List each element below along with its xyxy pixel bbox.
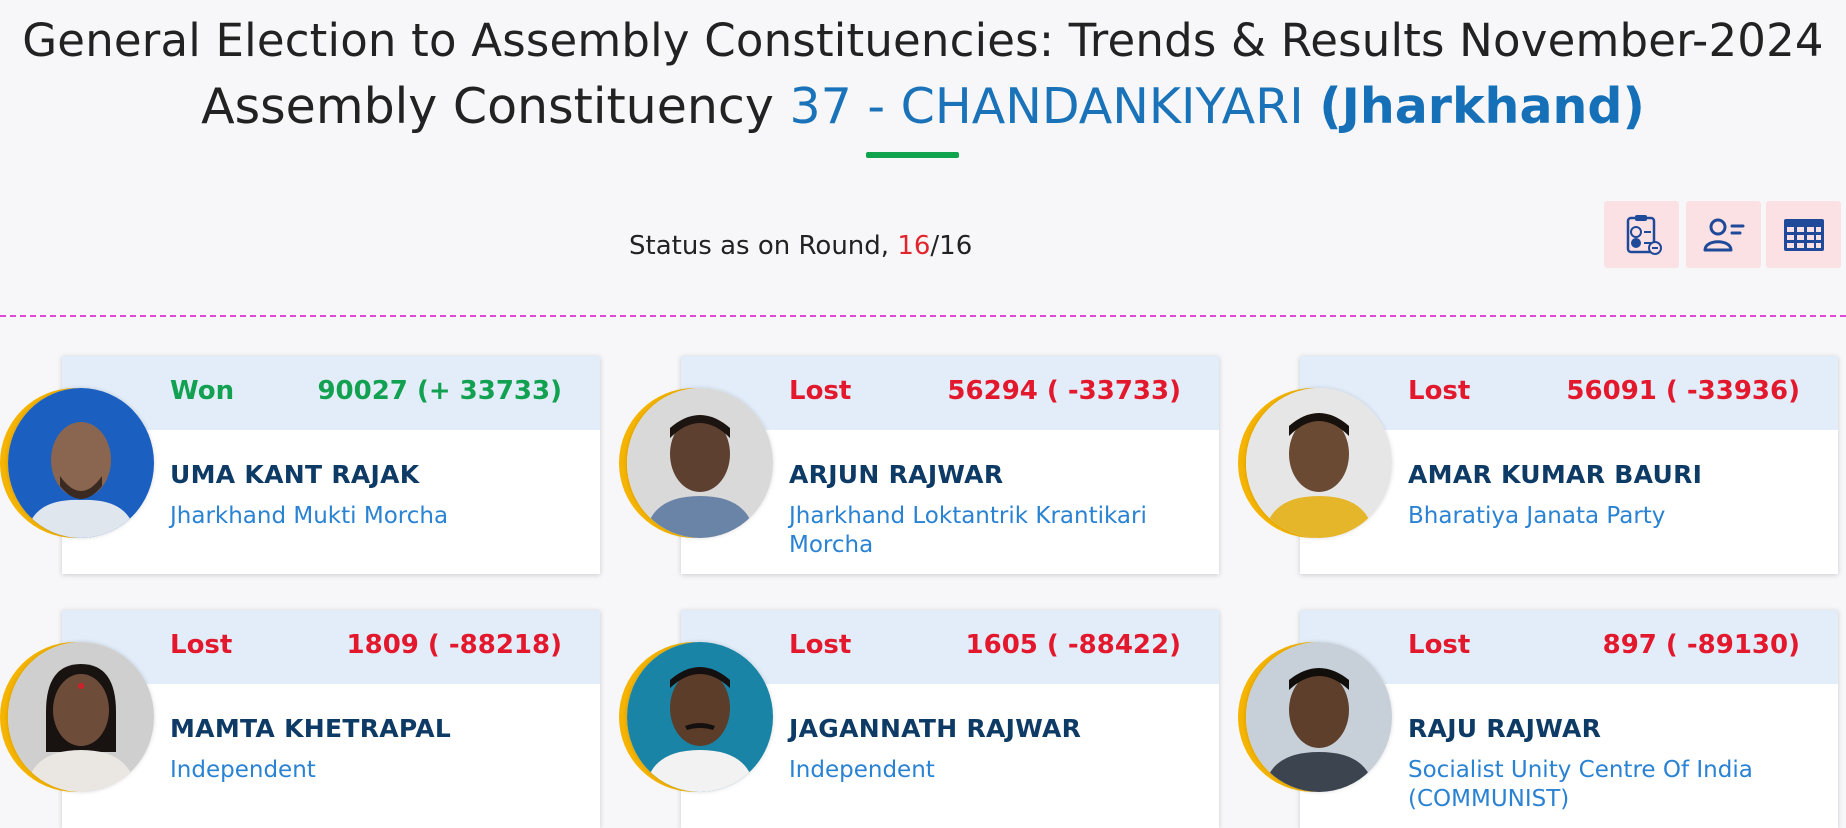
round-status: Status as on Round, 16/16 bbox=[629, 231, 972, 261]
card-header bbox=[62, 610, 600, 684]
party-name: Independent bbox=[170, 757, 316, 783]
state-name: (Jharkhand) bbox=[1319, 78, 1645, 135]
page-title: General Election to Assembly Constituenc… bbox=[22, 14, 1824, 67]
card-header bbox=[62, 356, 600, 430]
candidate-card[interactable]: Lost 1605 ( -88422) JAGANNATH RAJWAR Ind… bbox=[619, 610, 1219, 828]
candidate-list-icon bbox=[1703, 218, 1744, 251]
candidate-card[interactable]: Lost 1809 ( -88218) MAMTA KHETRAPAL Inde… bbox=[0, 610, 600, 828]
table-view-button[interactable] bbox=[1766, 201, 1841, 268]
avatar bbox=[8, 388, 154, 538]
avatar bbox=[1246, 642, 1392, 792]
total-rounds: 16 bbox=[939, 231, 973, 261]
party-name: Jharkhand Mukti Morcha bbox=[170, 503, 449, 529]
vote-count: 1809 ( -88218) bbox=[346, 630, 562, 660]
report-button[interactable] bbox=[1604, 201, 1679, 268]
party-name: Independent bbox=[789, 757, 935, 783]
vote-count: 90027 (+ 33733) bbox=[317, 376, 562, 406]
party-name: Socialist Unity Centre Of India (COMMUNI… bbox=[1408, 757, 1753, 812]
result-status: Lost bbox=[170, 630, 233, 660]
card-header bbox=[681, 356, 1219, 430]
card-header bbox=[1300, 356, 1838, 430]
vote-count: 1605 ( -88422) bbox=[965, 630, 1181, 660]
avatar bbox=[1246, 388, 1392, 538]
result-status: Lost bbox=[789, 630, 852, 660]
avatar bbox=[8, 642, 154, 792]
constituency-name: 37 - CHANDANKIYARI bbox=[789, 78, 1304, 135]
candidate-photo bbox=[619, 388, 773, 538]
candidate-name: JAGANNATH RAJWAR bbox=[789, 714, 1082, 743]
vote-count: 56294 ( -33733) bbox=[947, 376, 1181, 406]
vote-count: 897 ( -89130) bbox=[1602, 630, 1800, 660]
current-round: 16 bbox=[897, 231, 931, 261]
avatar bbox=[627, 642, 773, 792]
candidate-name: UMA KANT RAJAK bbox=[170, 460, 420, 489]
candidate-name: RAJU RAJWAR bbox=[1408, 714, 1602, 743]
candidate-photo bbox=[1238, 642, 1392, 792]
round-separator: / bbox=[930, 231, 940, 261]
candidate-card[interactable]: Lost 56091 ( -33936) AMAR KUMAR BAURI Bh… bbox=[1238, 356, 1838, 574]
candidate-photo bbox=[0, 642, 154, 792]
candidate-card[interactable]: Lost 56294 ( -33733) ARJUN RAJWAR Jharkh… bbox=[619, 356, 1219, 574]
candidate-photo bbox=[619, 642, 773, 792]
candidate-list-button[interactable] bbox=[1686, 201, 1761, 268]
result-status: Lost bbox=[1408, 376, 1471, 406]
constituency-heading: Assembly Constituency 37 - CHANDANKIYARI… bbox=[0, 78, 1846, 135]
title-underline bbox=[866, 152, 959, 158]
constituency-prefix: Assembly Constituency bbox=[201, 78, 790, 135]
candidate-card[interactable]: Lost 897 ( -89130) RAJU RAJWAR Socialist… bbox=[1238, 610, 1838, 828]
result-status: Lost bbox=[1408, 630, 1471, 660]
candidate-name: MAMTA KHETRAPAL bbox=[170, 714, 452, 743]
result-status: Lost bbox=[789, 376, 852, 406]
candidate-name: AMAR KUMAR BAURI bbox=[1408, 460, 1703, 489]
candidate-photo bbox=[1238, 388, 1392, 538]
candidate-card[interactable]: Won 90027 (+ 33733) UMA KANT RAJAK Jhark… bbox=[0, 356, 600, 574]
report-icon bbox=[1626, 214, 1662, 255]
party-name: Bharatiya Janata Party bbox=[1408, 503, 1666, 529]
section-divider bbox=[0, 315, 1846, 317]
vote-count: 56091 ( -33936) bbox=[1566, 376, 1800, 406]
result-status: Won bbox=[170, 376, 235, 406]
candidate-photo bbox=[0, 388, 154, 538]
card-header bbox=[1300, 610, 1838, 684]
table-grid-icon bbox=[1783, 218, 1824, 251]
avatar bbox=[627, 388, 773, 538]
candidate-name: ARJUN RAJWAR bbox=[789, 460, 1004, 489]
card-header bbox=[681, 610, 1219, 684]
round-status-label: Status as on Round, bbox=[629, 231, 898, 261]
party-name: Jharkhand Loktantrik Krantikari Morcha bbox=[789, 503, 1147, 558]
